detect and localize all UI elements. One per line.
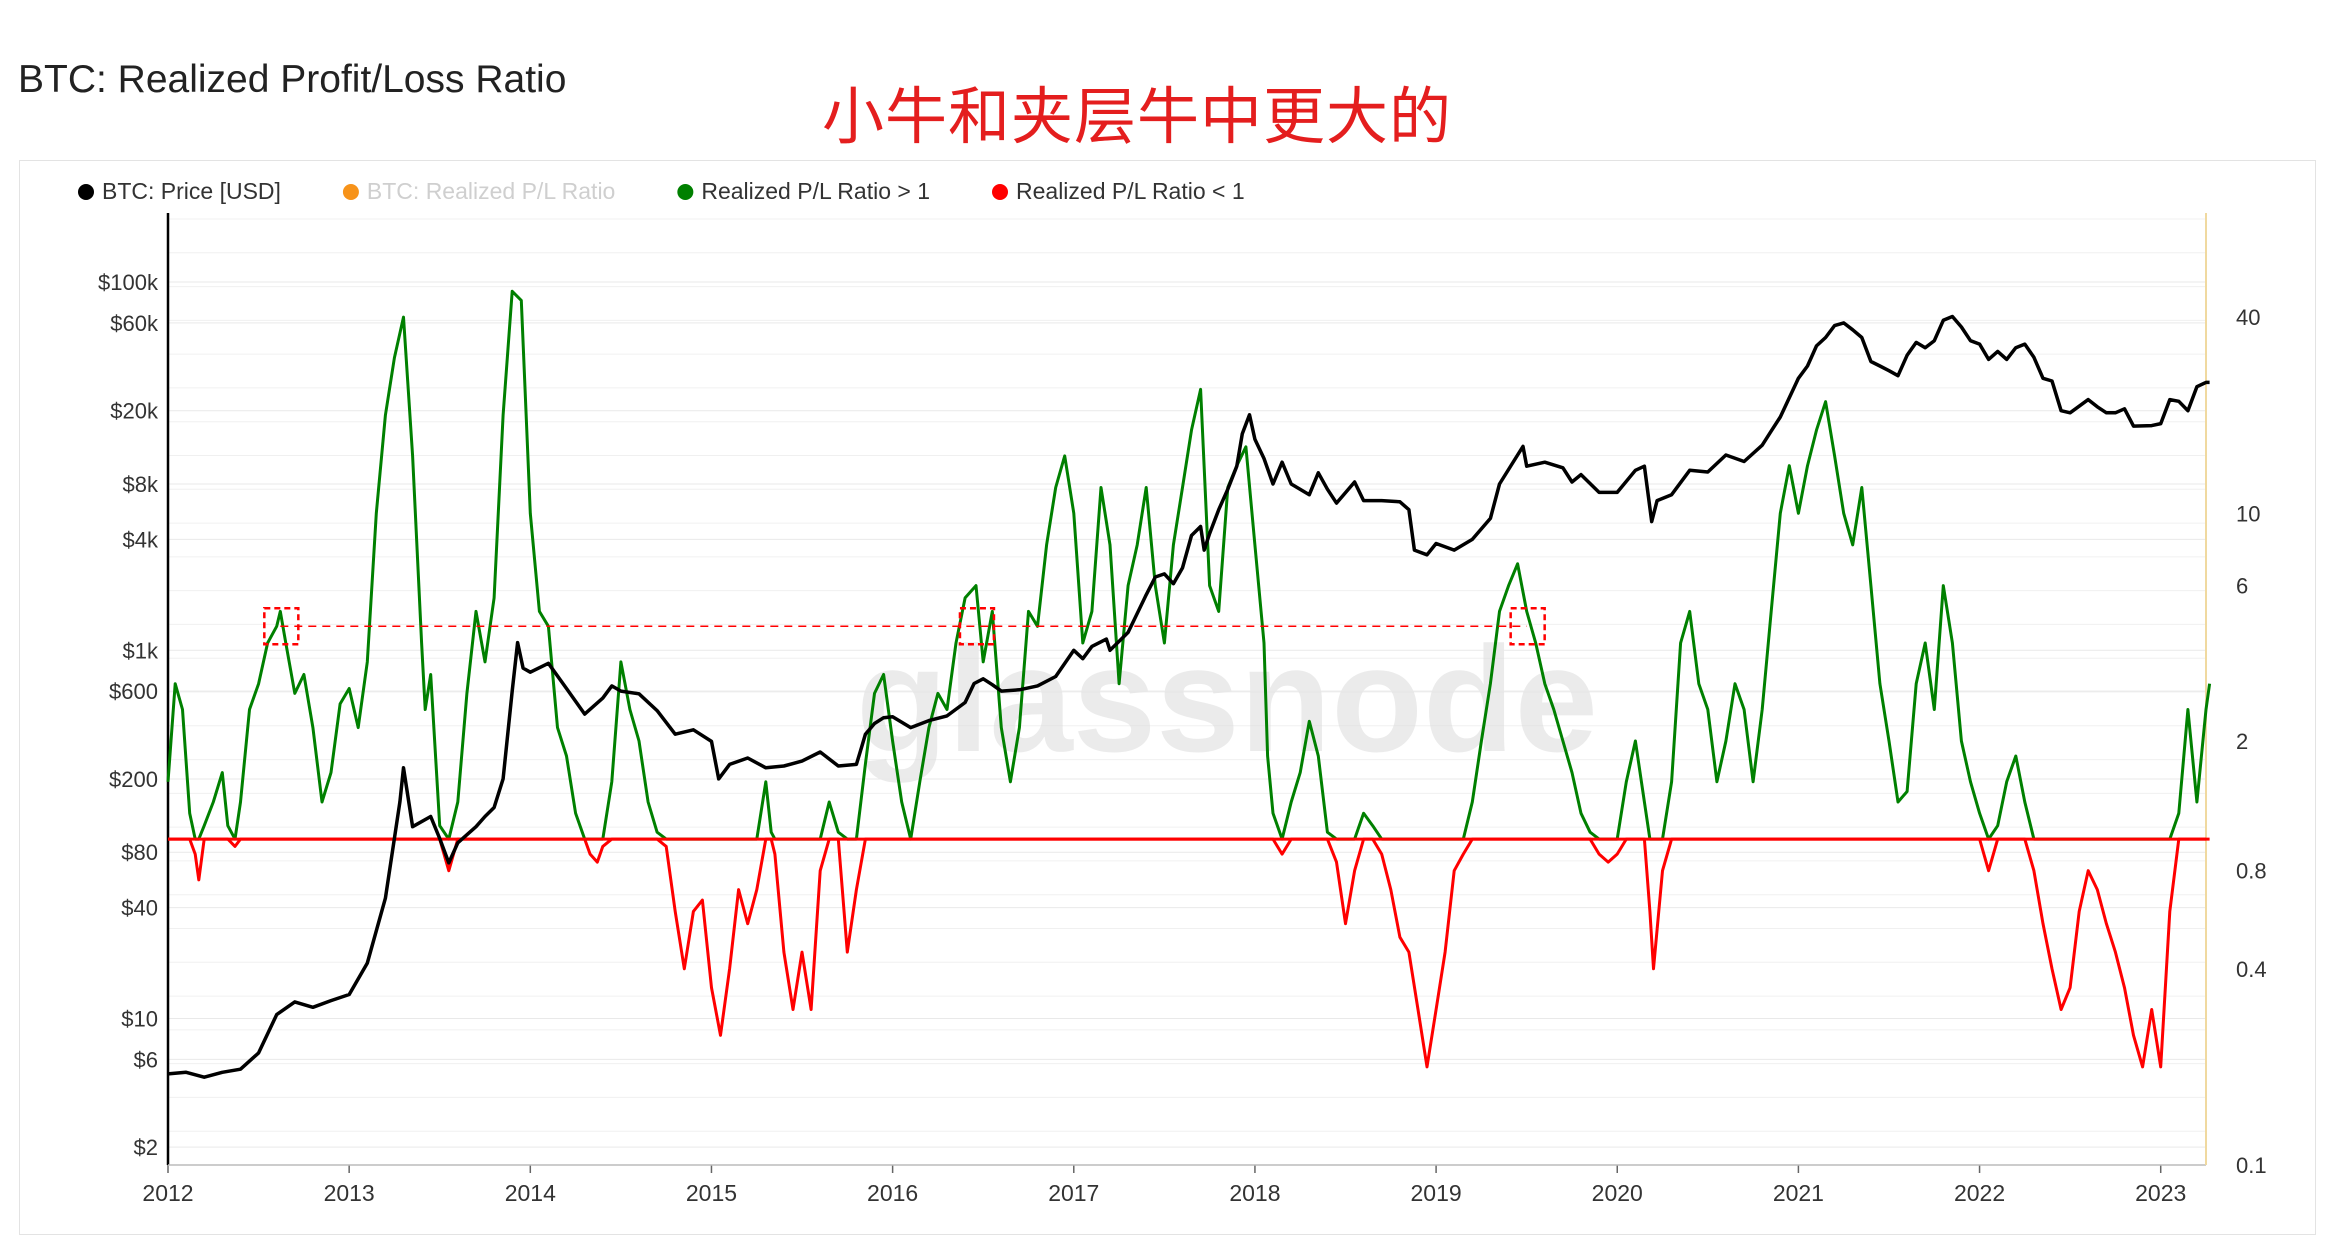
legend-marker bbox=[992, 184, 1008, 200]
y-left-tick-label: $6 bbox=[134, 1047, 158, 1072]
peak-highlight-box bbox=[263, 607, 300, 646]
chart-panel: glassnode $100k $60k $20k $8k $4k $1k $600 $200 $… bbox=[19, 160, 2316, 1235]
y-right-tick-label: 10 bbox=[2236, 501, 2260, 526]
peak-highlight-box bbox=[1509, 607, 1546, 646]
x-tick-label: 2016 bbox=[867, 1180, 918, 1206]
ratio-below-1-line bbox=[168, 837, 2210, 1069]
x-tick-label: 2020 bbox=[1592, 1180, 1643, 1206]
y-left-tick-label: $100k bbox=[98, 270, 159, 295]
chart-annotation: 小牛和夹层牛中更大的 bbox=[822, 80, 1453, 153]
legend-marker bbox=[342, 184, 359, 200]
y-right-tick-label: 0.1 bbox=[2236, 1153, 2267, 1178]
y-left-tick-label: $8k bbox=[123, 472, 159, 497]
y-right-tick-label: 40 bbox=[2236, 305, 2260, 330]
y-left-tick-label: $200 bbox=[109, 767, 158, 792]
y-left-tick-label: $60k bbox=[110, 311, 159, 336]
y-left-tick-label: $80 bbox=[121, 840, 158, 865]
y-left-tick-label: $4k bbox=[123, 527, 159, 552]
chart-svg: glassnode $100k $60k $20k $8k $4k $1k $600 $200 $… bbox=[78, 178, 2267, 1206]
legend-marker bbox=[78, 184, 94, 200]
y-left-tick-label: $40 bbox=[121, 896, 158, 921]
x-tick-label: 2015 bbox=[686, 1180, 737, 1206]
y-left-tick-label: $20k bbox=[110, 399, 159, 424]
legend-label: Realized P/L Ratio < 1 bbox=[1016, 178, 1245, 204]
x-tick-label: 2022 bbox=[1954, 1180, 2005, 1206]
ratio-above-1-line bbox=[166, 289, 2212, 841]
chart-title: BTC: Realized Profit/Loss Ratio bbox=[18, 58, 567, 101]
y-left-tick-label: $10 bbox=[121, 1006, 158, 1031]
x-tick-label: 2018 bbox=[1229, 1180, 1280, 1206]
legend-marker bbox=[677, 184, 694, 200]
legend-label: BTC: Realized P/L Ratio bbox=[367, 178, 615, 204]
price-line bbox=[167, 314, 2210, 1079]
legend-label: Realized P/L Ratio > 1 bbox=[701, 178, 930, 204]
y-right-tick-label: 0.8 bbox=[2236, 859, 2267, 884]
watermark: glassnode bbox=[856, 615, 1598, 783]
y-left-tick-label: $600 bbox=[109, 679, 158, 704]
y-left-tick-label: $1k bbox=[123, 638, 159, 663]
x-tick-label: 2021 bbox=[1773, 1180, 1824, 1206]
y-left-tick-label: $2 bbox=[134, 1135, 158, 1160]
x-tick-label: 2012 bbox=[142, 1180, 193, 1206]
y-right-tick-label: 6 bbox=[2236, 574, 2248, 599]
x-tick-label: 2023 bbox=[2135, 1180, 2186, 1206]
x-tick-label: 2019 bbox=[1411, 1180, 1462, 1206]
y-right-tick-label: 2 bbox=[2236, 729, 2248, 754]
x-tick-label: 2013 bbox=[324, 1180, 375, 1206]
legend-label: BTC: Price [USD] bbox=[102, 178, 281, 204]
y-right-tick-label: 0.4 bbox=[2236, 957, 2267, 982]
peak-highlight-box bbox=[958, 607, 996, 646]
x-tick-label: 2014 bbox=[505, 1180, 556, 1206]
x-tick-label: 2017 bbox=[1048, 1180, 1099, 1206]
